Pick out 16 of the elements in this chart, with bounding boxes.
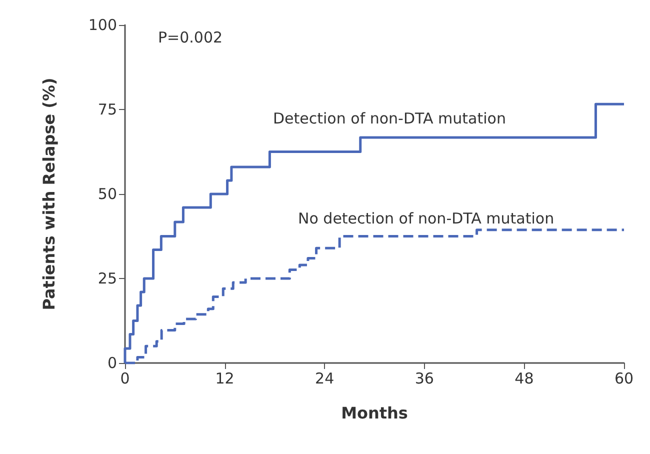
x-tick-label: 36 bbox=[414, 370, 434, 388]
y-tick-label: 25 bbox=[98, 270, 117, 288]
x-tick-label: 0 bbox=[120, 370, 130, 388]
series-label: No detection of non-DTA mutation bbox=[298, 210, 554, 228]
x-axis-title: Months bbox=[341, 404, 408, 422]
y-tick-label: 50 bbox=[98, 185, 117, 203]
annotation: P=0.002 bbox=[158, 28, 223, 46]
x-tick-label: 24 bbox=[315, 370, 334, 388]
y-tick-label: 75 bbox=[98, 100, 117, 118]
x-tick-label: 48 bbox=[514, 370, 534, 388]
y-axis-title: Patients with Relapse (%) bbox=[40, 78, 58, 310]
y-tick-label: 100 bbox=[88, 16, 117, 34]
x-tick-label: 12 bbox=[215, 370, 234, 388]
series-label: Detection of non-DTA mutation bbox=[273, 110, 506, 128]
y-tick-label: 0 bbox=[107, 354, 117, 372]
x-tick-label: 60 bbox=[614, 370, 634, 388]
